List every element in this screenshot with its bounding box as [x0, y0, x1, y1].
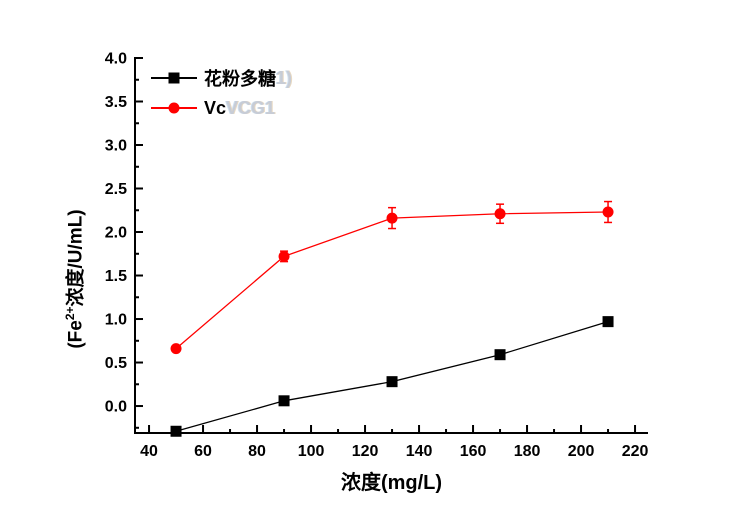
square-marker-icon	[151, 71, 197, 85]
legend-item-huafenduotang: 花粉多糖 1)	[151, 63, 292, 93]
superscript: 2+	[63, 306, 77, 321]
y-tick-label: 1.0	[105, 312, 127, 329]
data-point-square	[278, 395, 290, 407]
x-tick-label: 160	[460, 443, 487, 460]
x-tick-label: 220	[622, 443, 649, 460]
y-tick-label: 2.0	[105, 225, 127, 242]
y-tick-label: 0.5	[105, 355, 127, 372]
y-tick-label: 3.0	[105, 138, 127, 155]
x-tick-label: 40	[140, 443, 158, 460]
x-tick-label: 120	[352, 443, 379, 460]
data-point-square	[602, 316, 614, 328]
x-tick-label: 140	[406, 443, 433, 460]
circle-marker-icon	[151, 101, 197, 115]
x-tick-label: 180	[514, 443, 541, 460]
x-tick-label: 200	[568, 443, 595, 460]
x-axis-title: 浓度(mg/L)	[340, 472, 443, 494]
legend-ghost-text: 1)	[276, 67, 293, 88]
legend-label: Vc	[204, 97, 227, 118]
y-tick-label: 4.0	[105, 51, 127, 68]
x-tick-label: 80	[248, 443, 266, 460]
data-point-square	[494, 349, 506, 361]
data-point-circle	[494, 208, 506, 220]
data-point-circle	[278, 250, 290, 262]
legend-label: 花粉多糖	[204, 69, 276, 89]
data-point-circle	[170, 343, 182, 355]
legend-ghost-text: VCG1	[226, 97, 276, 118]
x-tick-label: 100	[298, 443, 325, 460]
y-tick-label: 0.0	[105, 399, 127, 416]
y-tick-label: 3.5	[105, 94, 127, 111]
y-tick-label: 2.5	[105, 181, 127, 198]
x-tick-label: 60	[194, 443, 212, 460]
data-point-square	[170, 425, 182, 437]
y-tick-label: 1.5	[105, 268, 127, 285]
series-line-circle	[175, 211, 609, 350]
y-axis-title: (Fe2+浓度/U/mL)	[63, 209, 87, 349]
data-point-circle	[386, 212, 398, 224]
data-point-circle	[602, 206, 614, 218]
data-point-square	[386, 376, 398, 388]
legend: 花粉多糖 1) Vc VCG1	[151, 63, 292, 123]
legend-item-vc: Vc VCG1	[151, 93, 292, 123]
